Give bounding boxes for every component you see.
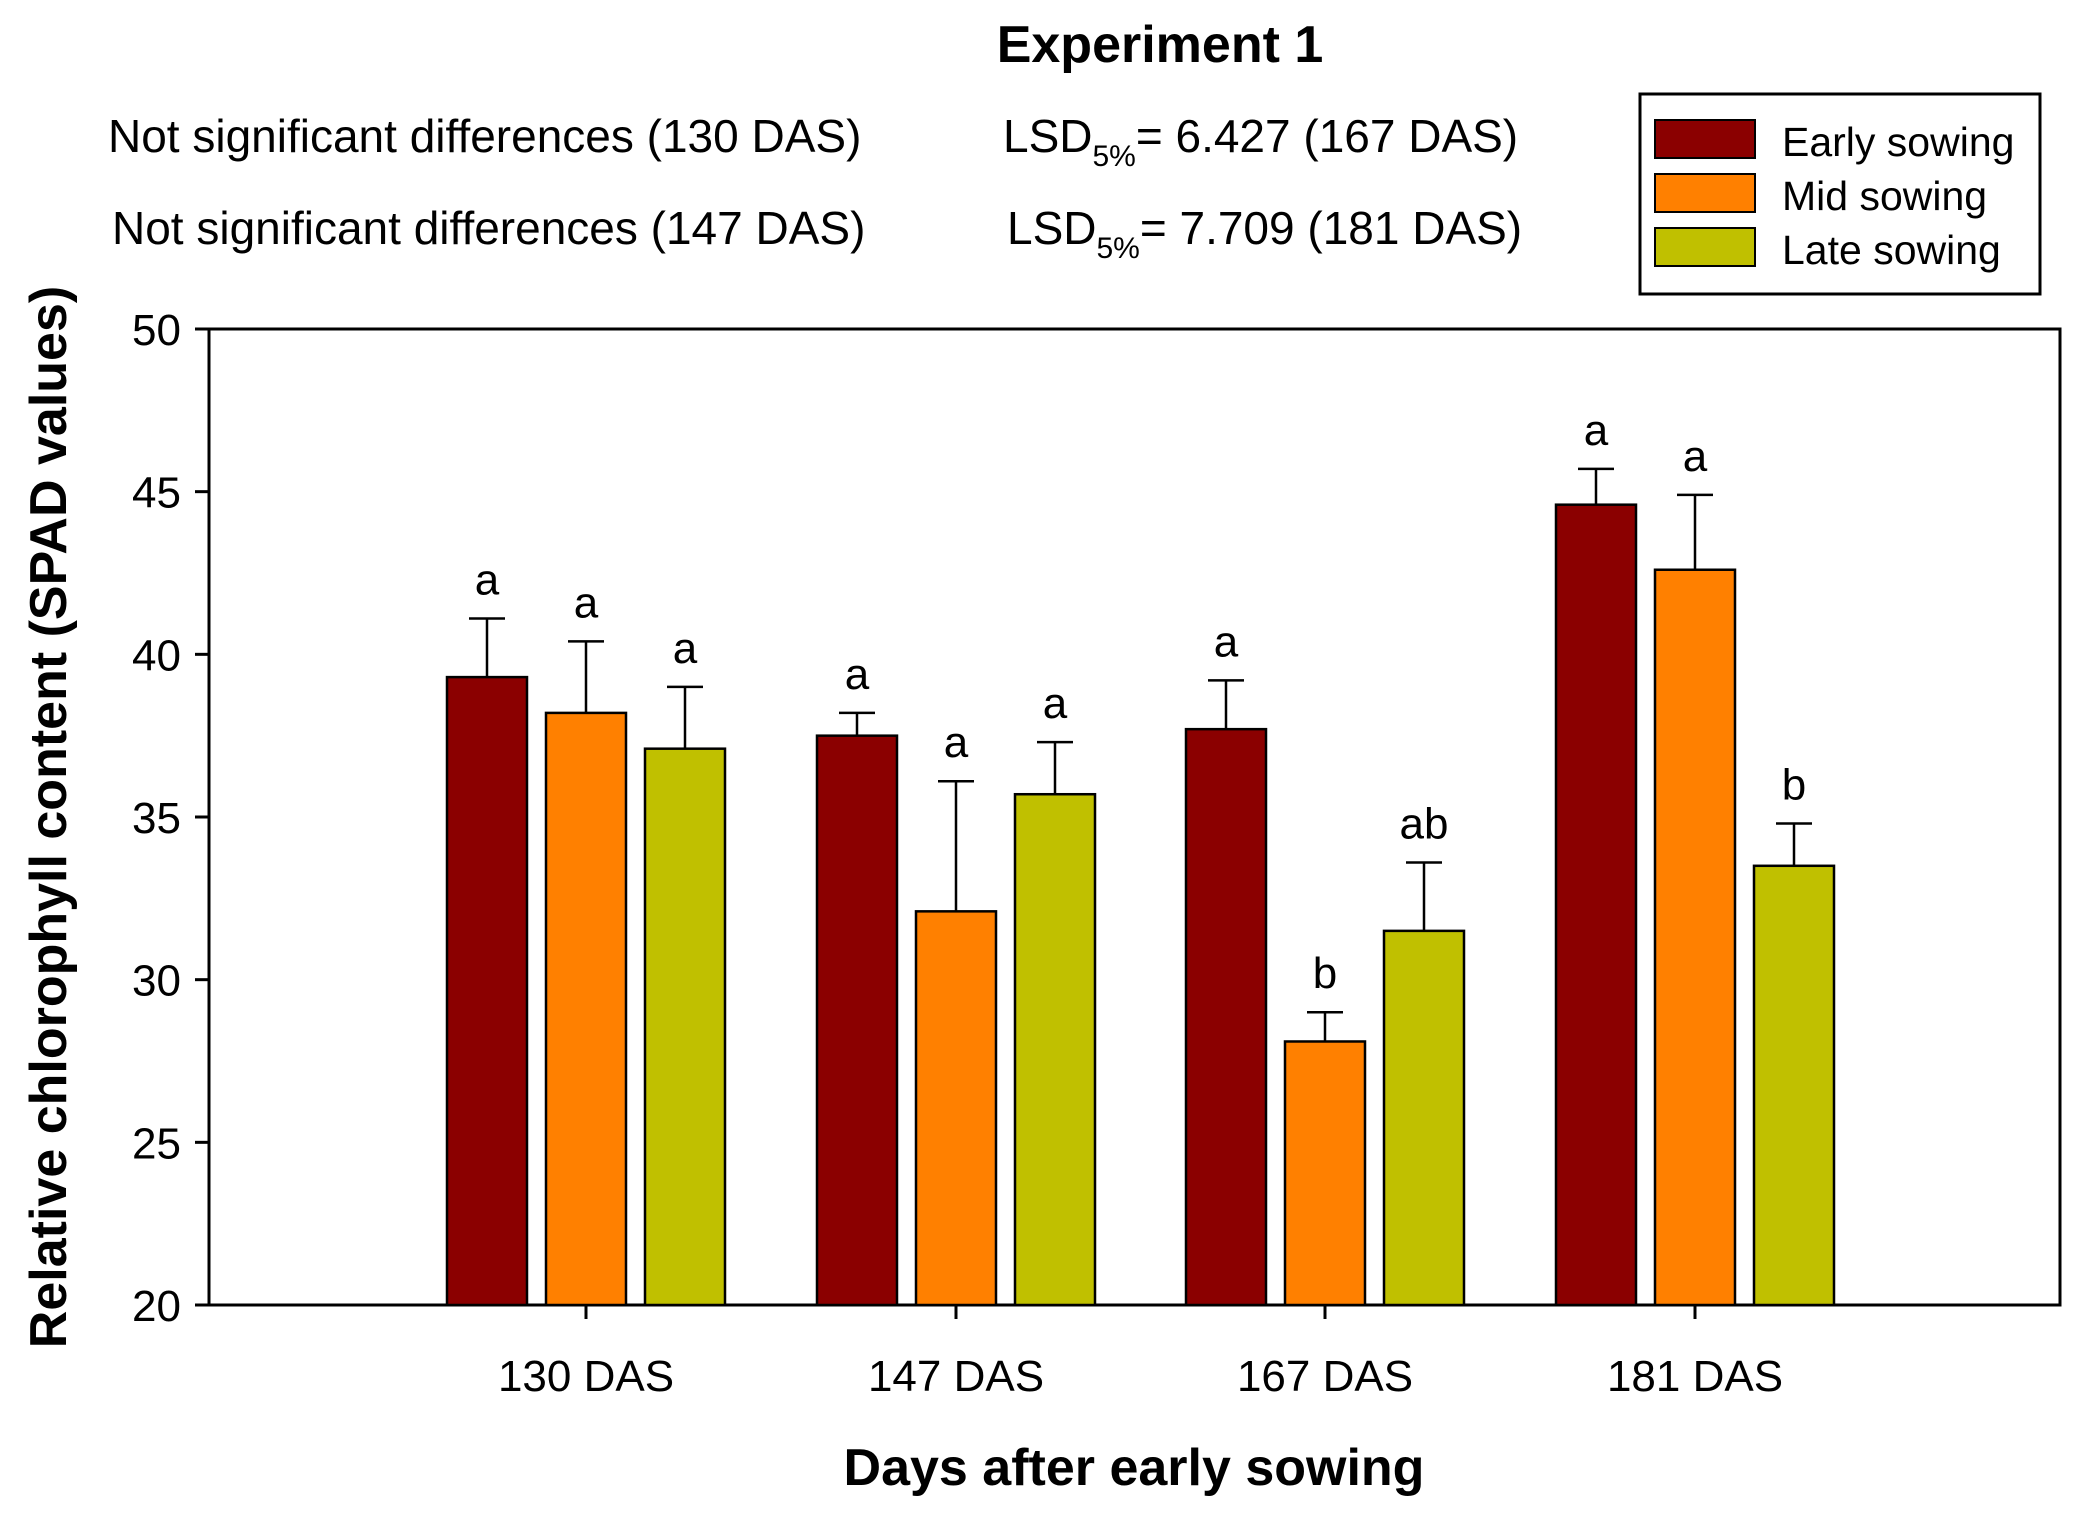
bar bbox=[1752, 864, 1836, 1307]
lsd-subscript-1: 5% bbox=[1092, 140, 1135, 173]
significance-letter: a bbox=[944, 718, 969, 767]
x-axis-title: Days after early sowing bbox=[844, 1439, 1425, 1497]
y-tick-label: 35 bbox=[132, 794, 181, 843]
y-axis-title: Relative chlorophyll content (SPAD value… bbox=[20, 286, 78, 1348]
significance-letter: b bbox=[1313, 949, 1337, 998]
significance-letter: a bbox=[845, 650, 870, 699]
lsd-prefix-1: LSD bbox=[1003, 110, 1092, 162]
x-axis: 130 DAS 147 DAS 167 DAS 181 DAS bbox=[498, 1305, 1783, 1401]
bar bbox=[544, 711, 628, 1307]
y-tick-label: 20 bbox=[132, 1282, 181, 1331]
y-tick-label: 30 bbox=[132, 957, 181, 1006]
bar bbox=[1554, 503, 1638, 1307]
significance-letter: a bbox=[1683, 432, 1708, 481]
y-axis: 20 25 30 35 40 45 50 bbox=[132, 306, 209, 1331]
legend-label-early-sowing: Early sowing bbox=[1782, 119, 2014, 165]
bar bbox=[1013, 792, 1097, 1307]
significance-letter: a bbox=[475, 556, 500, 605]
legend-swatch-late-sowing bbox=[1654, 227, 1756, 267]
significance-letter: a bbox=[673, 624, 698, 673]
legend-label-mid-sowing: Mid sowing bbox=[1782, 173, 1987, 219]
bar bbox=[1184, 727, 1268, 1307]
significance-letter: ab bbox=[1400, 800, 1449, 849]
x-tick-label: 147 DAS bbox=[868, 1352, 1044, 1401]
legend-swatch-mid-sowing bbox=[1654, 173, 1756, 213]
lsd-prefix-2: LSD bbox=[1007, 202, 1096, 254]
bar bbox=[914, 910, 998, 1307]
y-tick-label: 40 bbox=[132, 631, 181, 680]
legend-swatch-early-sowing bbox=[1654, 119, 1756, 159]
y-tick-label: 45 bbox=[132, 469, 181, 518]
significance-letter: a bbox=[1584, 406, 1609, 455]
significance-letter: b bbox=[1782, 761, 1806, 810]
x-tick-label: 181 DAS bbox=[1607, 1352, 1783, 1401]
y-tick-label: 50 bbox=[132, 306, 181, 355]
bar bbox=[1283, 1040, 1367, 1307]
x-tick-label: 167 DAS bbox=[1237, 1352, 1413, 1401]
annotation-note-2: Not significant differences (147 DAS) bbox=[112, 202, 865, 254]
bar bbox=[1382, 929, 1466, 1307]
bar bbox=[445, 675, 529, 1307]
legend-label-late-sowing: Late sowing bbox=[1782, 227, 2001, 273]
significance-letter: a bbox=[1043, 679, 1068, 728]
legend: Early sowing Mid sowing Late sowing bbox=[1638, 92, 2042, 296]
chart-title: Experiment 1 bbox=[997, 16, 1324, 74]
x-tick-label: 130 DAS bbox=[498, 1352, 674, 1401]
annotation-lsd-1: LSD5%= 6.427 (167 DAS) bbox=[1003, 110, 1518, 173]
lsd-value-2: = 7.709 (181 DAS) bbox=[1140, 202, 1522, 254]
y-tick-label: 25 bbox=[132, 1119, 181, 1168]
lsd-subscript-2: 5% bbox=[1096, 232, 1139, 265]
annotation-lsd-2: LSD5%= 7.709 (181 DAS) bbox=[1007, 202, 1522, 265]
bar bbox=[643, 747, 727, 1307]
lsd-value-1: = 6.427 (167 DAS) bbox=[1136, 110, 1518, 162]
significance-letter: a bbox=[574, 578, 599, 627]
significance-letter: a bbox=[1214, 617, 1239, 666]
bar bbox=[815, 734, 899, 1307]
annotation-note-1: Not significant differences (130 DAS) bbox=[108, 110, 861, 162]
bar bbox=[1653, 568, 1737, 1307]
